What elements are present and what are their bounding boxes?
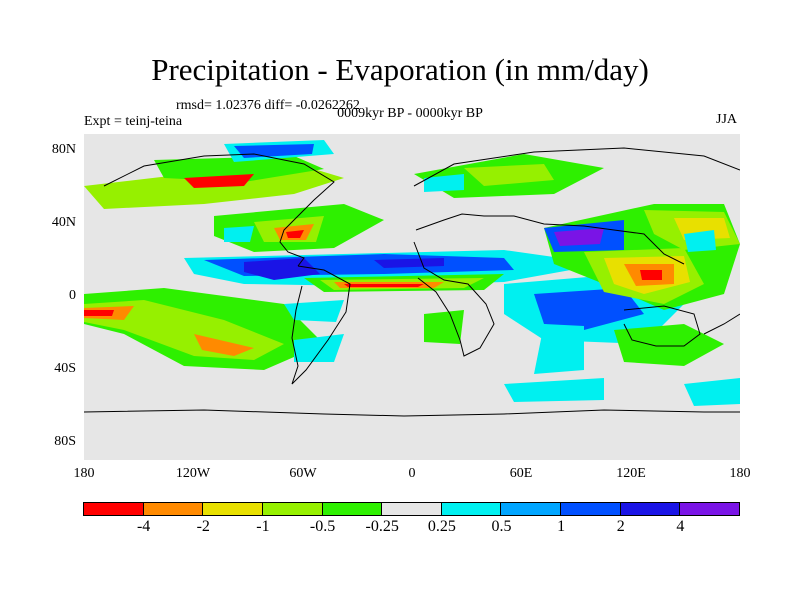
x-tick-label: 120E [616, 466, 646, 481]
pe-map [84, 134, 740, 460]
period-label: 0009kyr BP - 0000kyr BP [337, 106, 483, 121]
x-tick-label: 0 [408, 466, 416, 481]
colorbar-swatch [381, 502, 442, 516]
stats-label: rmsd= 1.02376 diff= -0.0262262 [176, 98, 360, 113]
colorbar-label: 1 [557, 518, 566, 535]
colorbar-label: 0.25 [427, 518, 456, 535]
x-tick-label: 60E [509, 466, 533, 481]
plot-title: Precipitation - Evaporation (in mm/day) [151, 52, 649, 87]
x-tick-label: 180 [73, 466, 95, 481]
colorbar-label: 4 [676, 518, 685, 535]
x-tick-label: 180 [729, 466, 751, 481]
anomaly-field [84, 140, 740, 406]
season-label: JJA [716, 112, 738, 127]
colorbar-swatch [202, 502, 263, 516]
colorbar-label: -4 [136, 518, 151, 535]
colorbar-label: -2 [196, 518, 210, 535]
colorbar-swatch [500, 502, 562, 516]
x-tick-label: 120W [175, 466, 211, 481]
colorbar-label: -0.5 [309, 518, 336, 535]
colorbar-swatch [560, 502, 621, 516]
colorbar-swatch [83, 502, 144, 516]
colorbar-label: 0.5 [491, 518, 512, 535]
colorbar-swatch [440, 502, 502, 516]
colorbar-swatch [619, 502, 681, 516]
colorbar-swatch [321, 502, 383, 516]
colorbar-label: -0.25 [365, 518, 399, 535]
colorbar-swatch [261, 502, 323, 516]
y-tick-label: 40S [54, 361, 76, 376]
colorbar-swatch [142, 502, 204, 516]
colorbar [83, 502, 741, 516]
colorbar-label: 2 [616, 518, 625, 535]
colorbar-swatch [679, 502, 741, 516]
y-tick-label: 80N [51, 142, 76, 157]
colorbar-label: -1 [256, 518, 270, 535]
experiment-label: Expt = teinj-teina [84, 114, 183, 129]
y-tick-label: 0 [69, 288, 76, 303]
y-tick-label: 40N [51, 215, 76, 230]
y-tick-label: 80S [54, 434, 76, 449]
coastlines [84, 147, 740, 417]
x-tick-label: 60W [289, 466, 317, 481]
